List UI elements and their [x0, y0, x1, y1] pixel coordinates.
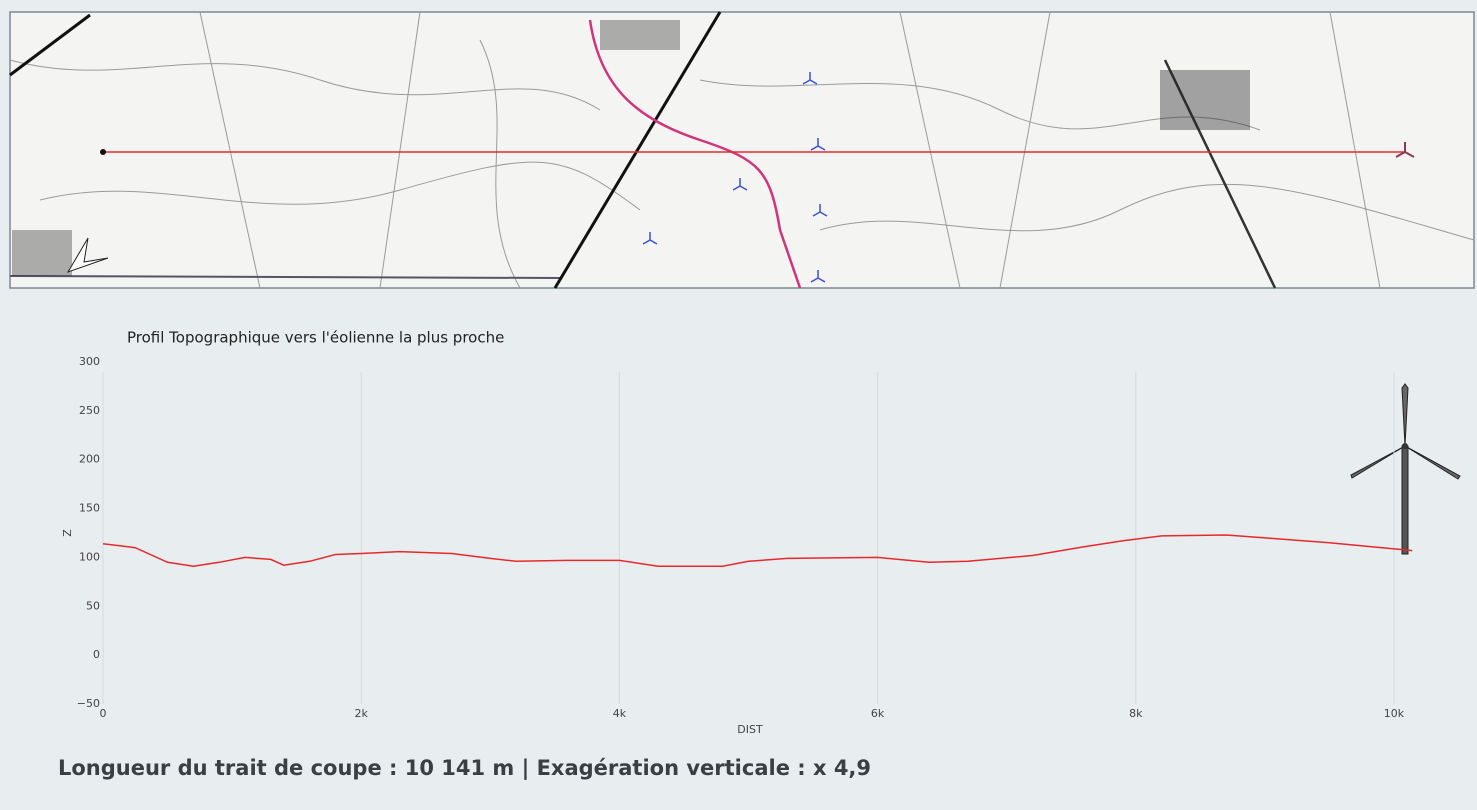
y-tick-label: 300 — [79, 355, 100, 368]
y-tick-label: 100 — [79, 550, 100, 563]
y-tick-label: 50 — [86, 599, 100, 612]
y-tick-label: 250 — [79, 404, 100, 417]
y-axis-label: Z — [61, 529, 74, 537]
y-tick-label: 0 — [93, 648, 100, 661]
x-axis-label: DIST — [737, 723, 763, 736]
x-tick-label: 0 — [100, 707, 107, 720]
map-road — [553, 11, 722, 289]
x-tick-label: 2k — [355, 707, 369, 720]
map[interactable] — [0, 0, 1477, 290]
map-turbine-symbols — [642, 72, 828, 283]
chart: Profil Topographique vers l'éolienne la … — [61, 329, 1461, 736]
x-tick-label: 4k — [613, 707, 627, 720]
map-road — [1163, 59, 1277, 289]
wind-turbine — [1350, 383, 1461, 555]
north-arrow — [66, 237, 109, 273]
map-frame — [9, 11, 1475, 289]
map-lines — [9, 11, 1475, 289]
x-tick-label: 6k — [871, 707, 885, 720]
footer-summary: Longueur du trait de coupe : 10 141 m | … — [58, 756, 872, 780]
x-tick-label: 8k — [1129, 707, 1143, 720]
map-villages — [12, 20, 1250, 276]
profile-line — [102, 534, 1413, 567]
y-tick-label: 200 — [79, 453, 100, 466]
map-road — [9, 13, 91, 77]
y-tick-label: 150 — [79, 502, 100, 515]
section-start — [100, 149, 106, 155]
target-turbine — [1395, 142, 1415, 158]
chart-title: Profil Topographique vers l'éolienne la … — [127, 329, 504, 347]
y-tick-label: −50 — [77, 697, 100, 710]
x-tick-label: 10k — [1384, 707, 1405, 720]
map-boundary — [588, 19, 802, 289]
